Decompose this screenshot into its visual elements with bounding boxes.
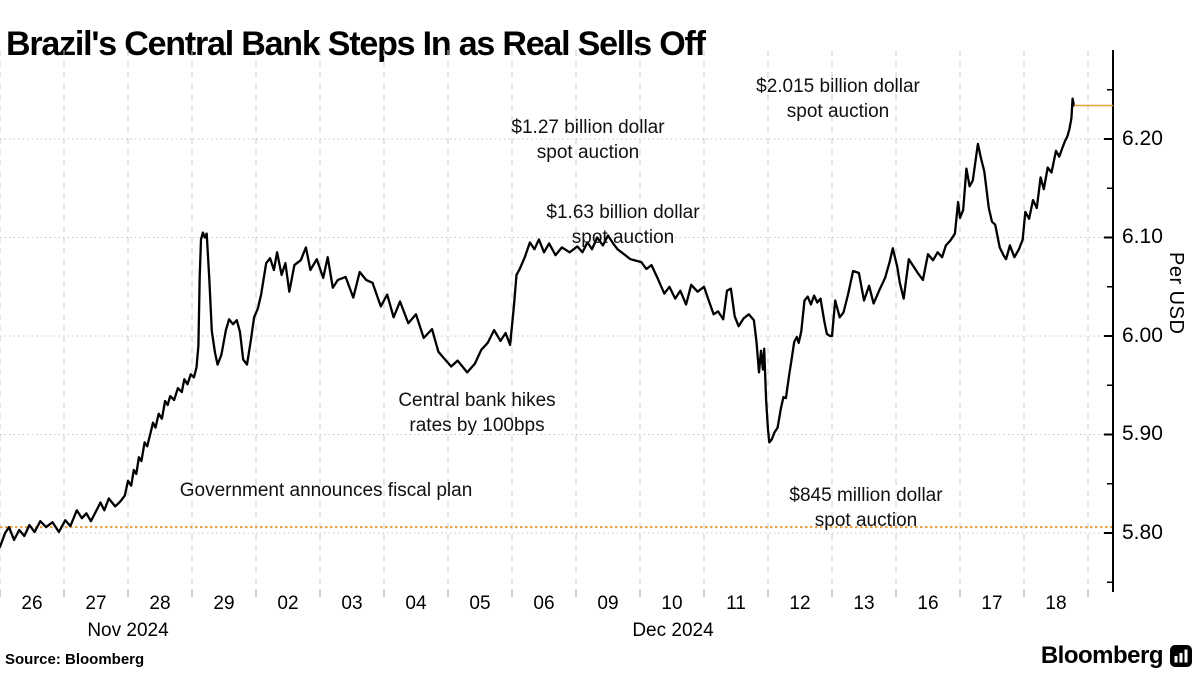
x-tick-label: 28	[149, 593, 171, 614]
annotation-spot-auction-163: $1.63 billion dollar spot auction	[546, 200, 699, 250]
x-tick-label: 05	[469, 593, 491, 614]
x-tick-label: 02	[277, 593, 299, 614]
x-month-label: Dec 2024	[632, 620, 714, 641]
annotation-line: spot auction	[814, 510, 918, 531]
annotation-line: spot auction	[571, 227, 675, 248]
price-line	[0, 97, 1076, 548]
x-tick-label: 26	[21, 593, 43, 614]
bloomberg-chart-icon	[1170, 645, 1192, 667]
x-tick-label: 18	[1045, 593, 1067, 614]
x-tick-label: 04	[405, 593, 427, 614]
annotation-line: Central bank hikes	[398, 390, 556, 411]
y-tick-label: 6.10	[1122, 225, 1163, 248]
x-tick-label: 06	[533, 593, 555, 614]
x-tick-label: 27	[85, 593, 107, 614]
y-tick-label: 6.20	[1122, 127, 1163, 150]
annotation-line: $2.015 billion dollar	[756, 76, 920, 97]
annotation-fiscal-plan: Government announces fiscal plan	[180, 478, 473, 503]
annotation-line: spot auction	[536, 142, 640, 163]
annotation-rate-hike: Central bank hikes rates by 100bps	[398, 388, 555, 438]
y-tick-label: 5.90	[1122, 422, 1163, 445]
x-tick-label: 11	[726, 593, 746, 614]
annotation-line: spot auction	[786, 101, 890, 122]
source-note: Source: Bloomberg	[5, 651, 145, 668]
x-tick-label: 03	[341, 593, 363, 614]
annotation-line: rates by 100bps	[409, 415, 545, 436]
annotation-line: $1.27 billion dollar	[511, 117, 665, 138]
y-tick-label: 6.00	[1122, 324, 1163, 347]
bloomberg-logo: Bloomberg	[1041, 642, 1192, 670]
x-tick-label: 16	[917, 593, 939, 614]
y-axis-title: Per USD	[1165, 252, 1187, 335]
annotation-line: $1.63 billion dollar	[546, 202, 700, 223]
bloomberg-wordmark: Bloomberg	[1040, 642, 1164, 669]
annotation-spot-auction-127: $1.27 billion dollar spot auction	[511, 115, 664, 165]
x-tick-label: 10	[661, 593, 683, 614]
annotation-spot-auction-845: $845 million dollar spot auction	[789, 483, 942, 533]
annotation-line: Government announces fiscal plan	[179, 480, 473, 501]
x-tick-label: 29	[213, 593, 235, 614]
x-month-label: Nov 2024	[87, 620, 169, 641]
annotation-spot-auction-2015: $2.015 billion dollar spot auction	[756, 74, 920, 124]
x-tick-label: 17	[981, 593, 1003, 614]
y-tick-label: 5.80	[1122, 521, 1163, 544]
annotation-line: $845 million dollar	[789, 485, 943, 506]
page-title: Brazil's Central Bank Steps In as Real S…	[6, 24, 706, 63]
x-tick-label: 13	[853, 593, 875, 614]
x-tick-label: 09	[597, 593, 619, 614]
x-tick-label: 12	[789, 593, 811, 614]
